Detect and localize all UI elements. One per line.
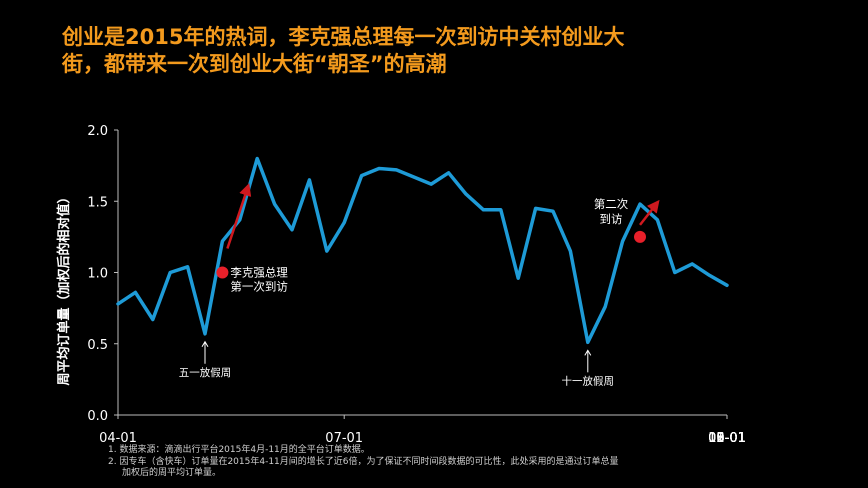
holiday-annotation-label: 十一放假周	[562, 374, 615, 387]
x-tick-label: 05-01	[708, 431, 746, 446]
x-tick-label: 12-01	[708, 431, 746, 446]
x-tick-label: 10-01	[708, 431, 746, 446]
visit-label-line: 李克强总理	[230, 266, 288, 280]
trend-arrow	[226, 183, 252, 249]
y-tick-label: 1.5	[87, 195, 108, 210]
visit-label-line: 到访	[600, 212, 623, 226]
annotation-arrowhead	[201, 340, 209, 348]
title-line-2: 街，都带来一次到创业大街“朝圣”的高潮	[62, 52, 447, 76]
y-tick-label: 1.0	[87, 267, 108, 282]
series-line	[116, 156, 729, 345]
title-line-1: 创业是2015年的热词，李克强总理每一次到访中关村创业大	[62, 25, 625, 49]
footnote-3: 加权后的周平均订单量。	[122, 468, 222, 478]
visit-marker	[216, 266, 229, 279]
holiday-annotation-label: 五一放假周	[179, 366, 232, 379]
y-tick-label: 0.5	[87, 338, 108, 353]
visit-marker	[634, 230, 646, 243]
x-tick-label: 07-01	[325, 431, 363, 446]
x-tick-label: 06-01	[708, 431, 746, 446]
y-axis-label: 周平均订单量（加权后的相对值）	[56, 190, 72, 385]
annotation-arrowhead	[584, 349, 592, 356]
y-tick-label: 2.0	[87, 124, 108, 139]
y-tick-label: 0.0	[87, 409, 108, 424]
x-tick-label: 11-01	[708, 431, 746, 446]
series-layer	[116, 156, 729, 345]
footnote-1: 1. 数据来源：滴滴出行平台2015年4月-11月的全平台订单数据。	[108, 445, 370, 455]
trend-arrow	[639, 199, 660, 226]
x-tick-label: 09-01	[708, 431, 746, 446]
footnote-2: 2. 因专车（含快车）订单量在2015年4-11月间的增长了近6倍，为了保证不同…	[108, 456, 619, 467]
footnotes: 1. 数据来源：滴滴出行平台2015年4月-11月的全平台订单数据。 2. 因专…	[108, 445, 808, 480]
chart-title: 创业是2015年的热词，李克强总理每一次到访中关村创业大 街，都带来一次到创业大…	[62, 24, 682, 78]
visit-label-line: 第二次	[594, 197, 629, 211]
x-tick-label: 04-01	[99, 431, 137, 446]
visit-label-line: 第一次到访	[230, 280, 288, 294]
x-tick-label: 08-01	[708, 431, 746, 446]
